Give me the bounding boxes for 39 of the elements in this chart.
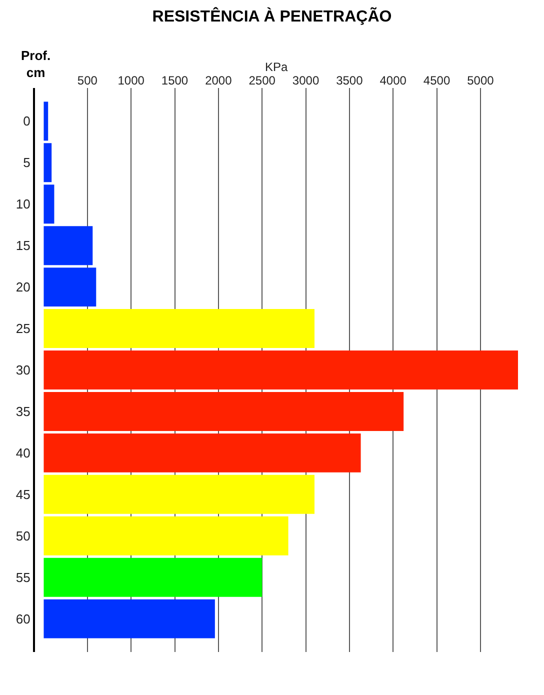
y-tick-label: 0	[23, 114, 30, 129]
bar	[44, 226, 93, 266]
x-axis-title: KPa	[265, 60, 288, 74]
y-tick-label: 10	[16, 196, 30, 212]
x-tick-label: 1500	[161, 74, 188, 88]
x-tick-label: 2000	[205, 74, 232, 88]
bar	[44, 102, 48, 141]
bar	[44, 184, 54, 224]
x-tick-label: 5000	[467, 74, 494, 88]
bar	[44, 392, 404, 431]
chart-title: RESISTÊNCIA À PENETRAÇÃO	[152, 6, 392, 26]
y-tick-label: 30	[16, 362, 30, 378]
y-tick-label: 20	[16, 280, 30, 295]
bar	[44, 516, 288, 556]
y-tick-label: 35	[16, 404, 30, 420]
y-tick-label: 55	[16, 570, 30, 585]
bar	[44, 599, 215, 638]
x-tick-label: 3000	[292, 74, 320, 88]
x-tick-label: 2500	[248, 74, 276, 88]
y-tick-label: 45	[16, 486, 30, 502]
x-tick-label: 3500	[336, 74, 364, 88]
y-tick-label: 40	[16, 445, 30, 460]
y-tick-label: 60	[16, 611, 30, 626]
x-tick-label: 4500	[423, 74, 450, 88]
y-tick-label: 15	[16, 238, 30, 254]
bar	[44, 433, 361, 472]
x-tick-label: 4000	[380, 74, 407, 88]
x-tick-label: 1000	[118, 74, 145, 88]
y-axis-title: Prof. cm	[21, 48, 51, 80]
bar	[44, 350, 518, 390]
y-tick-label: 50	[16, 528, 30, 544]
bar	[44, 268, 96, 307]
y-tick-label: 5	[23, 155, 30, 170]
x-tick-label: 500	[77, 74, 98, 88]
bar	[44, 474, 314, 514]
y-tick-label: 25	[16, 321, 30, 336]
bar	[44, 309, 314, 348]
bar	[44, 143, 52, 182]
bar	[44, 558, 262, 597]
